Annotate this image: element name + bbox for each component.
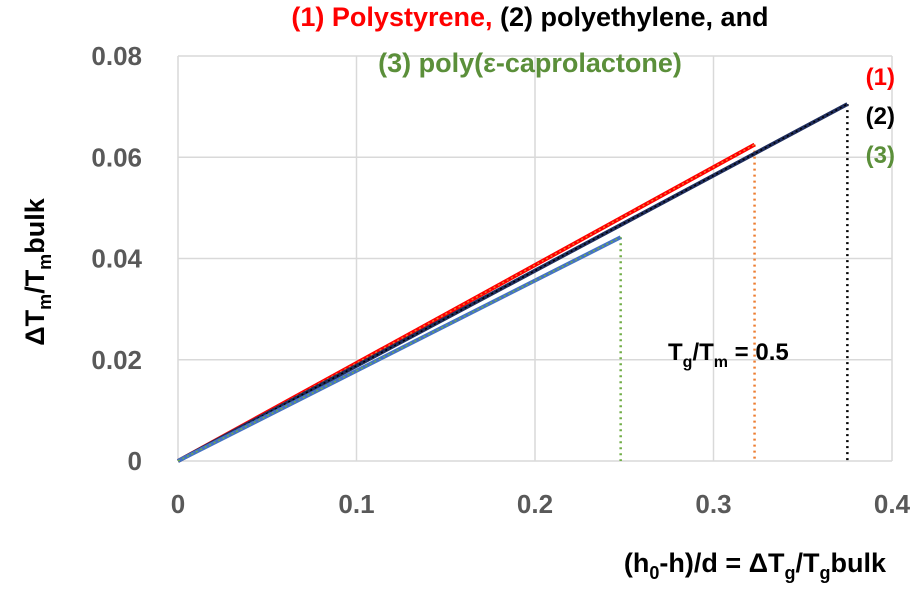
title-polycaprolactone: (3) poly(ε-caprolactone)	[378, 48, 682, 78]
y-tick-label-1: 0.02	[91, 345, 142, 375]
series-2-end-label: (2)	[866, 103, 895, 130]
y-tick-labels: 0 0.02 0.04 0.06 0.08	[91, 41, 142, 476]
title-polyethylene: (2) polyethylene, and	[493, 2, 769, 32]
y-tick-label-4: 0.08	[91, 41, 142, 71]
y-tick-label-0: 0	[128, 446, 142, 476]
series-group	[177, 102, 849, 463]
y-axis-label: ΔTm/Tmbulk	[20, 197, 55, 345]
x-tick-label-2: 0.2	[517, 489, 553, 519]
y-tick-label-3: 0.06	[91, 142, 142, 172]
title-polystyrene: (1) Polystyrene,	[291, 2, 492, 32]
chart-title-line2: (3) poly(ε-caprolactone)	[378, 48, 682, 78]
x-tick-label-3: 0.3	[695, 489, 731, 519]
x-tick-label-1: 0.1	[338, 489, 374, 519]
x-tick-label-0: 0	[171, 489, 185, 519]
x-axis-label: (h0-h)/d = ΔTg/Tgbulk	[624, 548, 887, 583]
x-tick-labels: 0 0.1 0.2 0.3 0.4	[171, 489, 911, 519]
series-2-dash	[177, 103, 848, 462]
series-1-end-label: (1)	[866, 64, 895, 91]
tg-tm-annotation: Tg/Tm = 0.5	[668, 339, 789, 371]
x-tick-label-4: 0.4	[874, 489, 911, 519]
series-end-labels: (1) (2) (3)	[866, 64, 895, 169]
gridlines	[177, 55, 893, 462]
series-3-end-label: (3)	[866, 142, 895, 169]
y-tick-label-2: 0.04	[91, 244, 142, 274]
chart-title-line1: (1) Polystyrene, (2) polyethylene, and	[291, 2, 768, 32]
series-3-line	[177, 235, 622, 463]
